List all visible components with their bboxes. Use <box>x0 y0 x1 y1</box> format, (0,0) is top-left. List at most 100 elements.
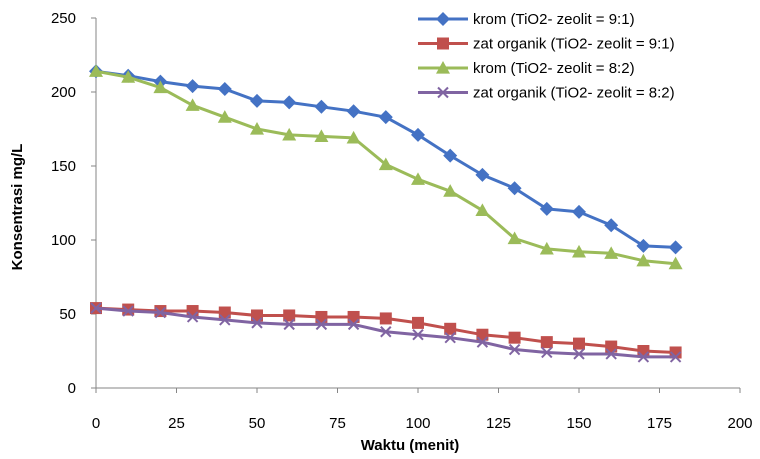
x-marker-stroke <box>637 351 650 363</box>
x-tick-label: 125 <box>486 415 511 432</box>
data-point <box>89 64 103 77</box>
x-marker-stroke <box>219 314 231 326</box>
x-marker-stroke <box>669 351 682 363</box>
x-axis-title: Waktu (menit) <box>361 437 460 454</box>
data-point <box>346 130 361 144</box>
data-point <box>604 218 619 233</box>
legend-entry-1: krom (TiO2- zeolit = 9:1) <box>418 11 635 28</box>
y-axis-title: Konsentrasi mg/L <box>9 144 26 271</box>
x-marker-stroke <box>605 348 617 360</box>
data-point <box>573 337 585 350</box>
y-tick-label: 200 <box>51 84 76 101</box>
data-point <box>378 157 393 171</box>
x-marker-stroke <box>283 318 295 331</box>
y-tick-label: 100 <box>51 232 76 249</box>
data-point <box>250 93 264 108</box>
legend-label: zat organik (TiO2- zeolit = 9:1) <box>473 36 675 53</box>
x-marker-stroke <box>380 326 392 338</box>
data-point <box>539 201 554 216</box>
legend: krom (TiO2- zeolit = 9:1) zat organik (Ti… <box>418 11 675 102</box>
data-point <box>668 240 683 255</box>
data-point <box>185 79 200 94</box>
x-tick-label: 50 <box>249 415 266 432</box>
x-marker-stroke <box>508 343 521 356</box>
data-point <box>314 99 329 114</box>
data-point <box>122 305 134 317</box>
data-point <box>380 326 392 338</box>
x-marker-stroke <box>251 317 263 329</box>
series-1 <box>89 64 683 255</box>
y-tick-label: 150 <box>51 158 76 175</box>
data-point <box>217 82 232 97</box>
y-tick-label: 0 <box>68 380 76 397</box>
series-group <box>89 64 683 363</box>
data-point <box>121 70 136 83</box>
data-point <box>508 331 521 344</box>
data-point <box>217 110 232 123</box>
data-point <box>185 98 200 111</box>
x-tick-label: 0 <box>92 415 100 432</box>
x-marker-stroke <box>412 329 424 341</box>
y-tick-label: 250 <box>51 10 76 27</box>
data-point <box>636 253 651 267</box>
x-marker-stroke <box>347 318 360 331</box>
series-4 <box>90 302 682 363</box>
x-marker-stroke <box>476 336 489 348</box>
data-point <box>412 329 424 341</box>
legend-label: krom (TiO2- zeolit = 9:1) <box>473 11 635 28</box>
data-point <box>507 231 522 245</box>
data-point <box>379 312 392 325</box>
data-point <box>443 184 458 197</box>
series-3 <box>89 64 683 270</box>
data-point <box>475 167 490 182</box>
x-marker-stroke <box>573 348 585 360</box>
data-point <box>411 172 425 185</box>
legend-label: zat organik (TiO2- zeolit = 8:2) <box>473 85 675 102</box>
data-point <box>282 127 297 141</box>
data-point <box>443 148 458 163</box>
data-point <box>411 127 425 142</box>
data-point <box>153 80 168 94</box>
data-point <box>605 348 617 360</box>
data-point <box>251 317 263 329</box>
data-point <box>476 336 489 348</box>
x-tick-label: 150 <box>566 415 591 432</box>
data-point <box>186 311 199 323</box>
data-point <box>540 336 553 349</box>
data-point <box>283 318 295 331</box>
data-point <box>444 322 457 335</box>
data-point <box>347 318 360 331</box>
legend-entry-2: zat organik (TiO2- zeolit = 9:1) <box>418 36 675 53</box>
x-tick-label: 200 <box>727 415 752 432</box>
x-tick-label: 175 <box>647 415 672 432</box>
data-point <box>314 129 329 142</box>
data-point <box>378 110 393 125</box>
x-tick-label: 100 <box>405 415 430 432</box>
x-marker-stroke <box>122 305 134 317</box>
data-point <box>412 316 424 329</box>
x-marker-stroke <box>90 302 102 314</box>
data-point <box>637 351 650 363</box>
data-point <box>154 306 167 319</box>
x-marker-stroke <box>154 306 167 319</box>
data-point <box>219 314 231 326</box>
data-point <box>250 122 264 135</box>
data-point <box>475 203 490 216</box>
data-point <box>668 256 683 270</box>
x-marker-stroke <box>186 311 199 323</box>
x-tick-label: 75 <box>329 415 346 432</box>
data-point <box>507 181 522 196</box>
legend-label: krom (TiO2- zeolit = 8:2) <box>473 60 635 77</box>
data-point <box>539 241 554 255</box>
data-point <box>346 104 361 119</box>
legend-swatch-marker <box>436 61 450 74</box>
x-marker-stroke <box>315 318 328 331</box>
y-tick-label: 50 <box>59 306 76 323</box>
data-point <box>669 351 682 363</box>
data-point <box>572 204 586 219</box>
data-point <box>572 244 586 258</box>
data-point <box>636 238 651 253</box>
data-point <box>282 95 297 110</box>
